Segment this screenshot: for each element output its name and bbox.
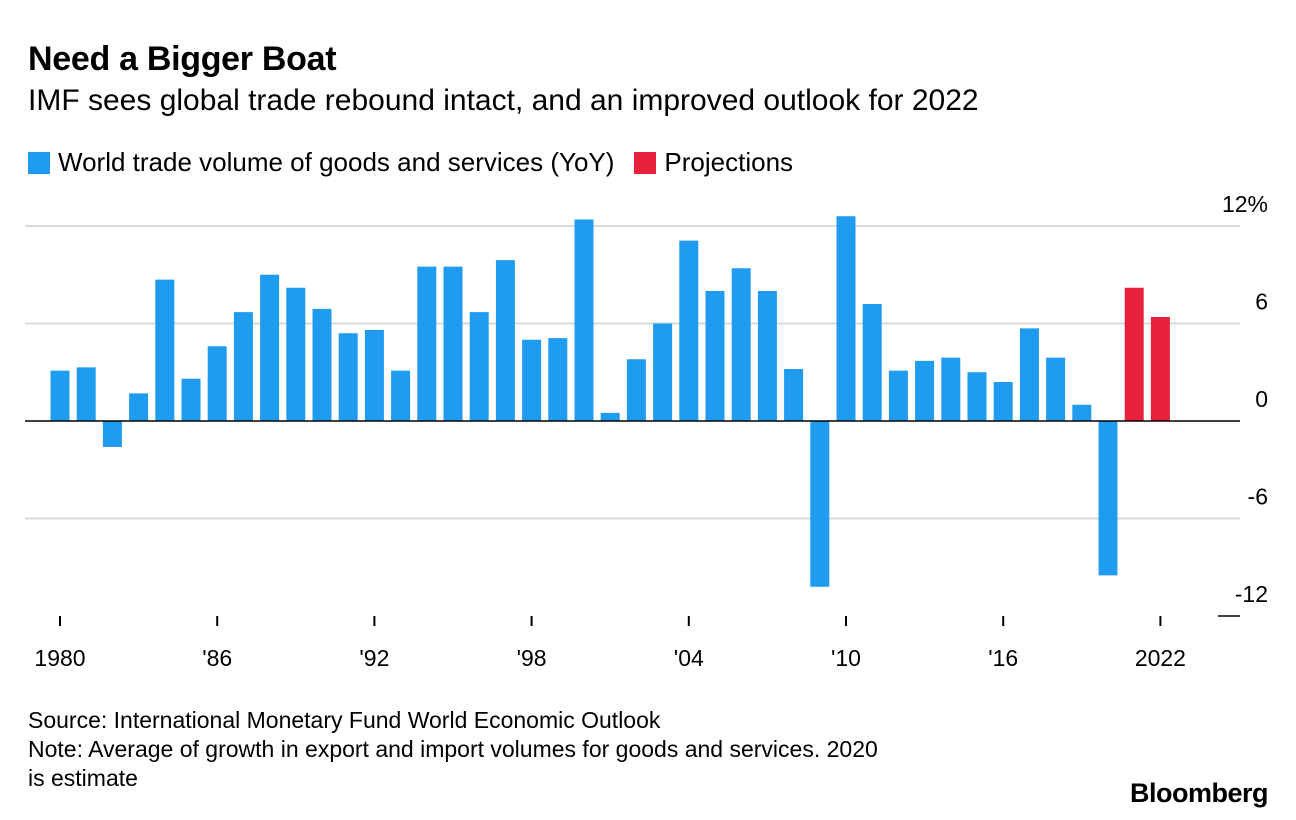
bar — [417, 266, 437, 421]
bar — [705, 291, 725, 421]
bar — [653, 323, 673, 421]
bar — [1124, 287, 1144, 421]
x-axis: 1980 '86 '92 '98 '04 '10 '16 2022 — [34, 616, 1186, 671]
bar — [784, 369, 804, 421]
legend-swatch-blue — [28, 151, 50, 174]
gridlines — [25, 225, 1240, 617]
y-axis-labels: 12% 6 0 -6 -12 — [1222, 191, 1268, 607]
bar — [76, 367, 96, 421]
legend-item-projections: Projections — [634, 147, 793, 178]
bar — [574, 219, 594, 421]
y-tick-label: 12% — [1222, 191, 1268, 217]
legend-swatch-red — [634, 151, 657, 174]
y-tick-label: -6 — [1248, 484, 1268, 510]
bar — [469, 312, 489, 421]
bar — [233, 312, 253, 421]
bloomberg-logo: Bloomberg — [1129, 778, 1269, 808]
bar — [1098, 421, 1118, 576]
bar — [1046, 357, 1066, 421]
bar — [941, 357, 961, 421]
x-tick-label: '04 — [674, 645, 704, 671]
bar — [286, 287, 306, 421]
bar — [1150, 317, 1170, 421]
legend: World trade volume of goods and services… — [28, 147, 813, 178]
bar — [364, 330, 384, 421]
bar — [522, 339, 542, 421]
bar — [495, 260, 515, 421]
bar — [155, 279, 175, 421]
bar — [548, 338, 568, 421]
legend-label-world-trade: World trade volume of goods and services… — [58, 147, 615, 177]
bar — [181, 378, 201, 421]
y-tick-label: 6 — [1255, 289, 1268, 315]
bar — [679, 240, 699, 421]
x-tick-label: 2022 — [1135, 645, 1186, 671]
bar — [731, 268, 751, 421]
bars — [50, 216, 1170, 587]
bar — [626, 359, 646, 421]
bar — [207, 346, 227, 421]
bar — [757, 291, 777, 421]
legend-item-world-trade: World trade volume of goods and services… — [28, 147, 614, 178]
bar — [312, 308, 332, 421]
bar — [443, 266, 463, 421]
y-tick-label: 0 — [1255, 386, 1268, 412]
x-tick-label: '92 — [359, 645, 389, 671]
bar — [338, 333, 358, 421]
x-tick-label: '16 — [988, 645, 1018, 671]
footer: Source: International Monetary Fund Worl… — [28, 706, 1068, 793]
chart-title: Need a Bigger Boat — [28, 40, 337, 78]
note-text: Note: Average of growth in export and im… — [28, 736, 878, 762]
bar — [260, 274, 280, 421]
y-tick-label: -12 — [1235, 581, 1268, 607]
bar — [102, 421, 122, 447]
bar — [836, 216, 856, 421]
bar — [862, 304, 882, 421]
bar — [888, 370, 908, 421]
x-tick-label: '86 — [202, 645, 232, 671]
legend-label-projections: Projections — [664, 147, 794, 177]
bar — [1072, 404, 1092, 421]
bar — [391, 370, 411, 421]
chart-subtitle: IMF sees global trade rebound intact, an… — [28, 84, 979, 117]
bar — [810, 421, 830, 587]
x-tick-label: '98 — [517, 645, 547, 671]
bar — [915, 360, 935, 421]
bar — [129, 393, 149, 421]
note-text-cont: is estimate — [28, 765, 138, 791]
x-tick-label: 1980 — [34, 645, 85, 671]
bar — [1019, 328, 1039, 421]
bar — [967, 372, 987, 421]
bar — [993, 382, 1013, 421]
x-tick-label: '10 — [831, 645, 861, 671]
source-text: Source: International Monetary Fund Worl… — [28, 707, 661, 733]
bar — [600, 412, 620, 421]
bar — [50, 370, 70, 421]
